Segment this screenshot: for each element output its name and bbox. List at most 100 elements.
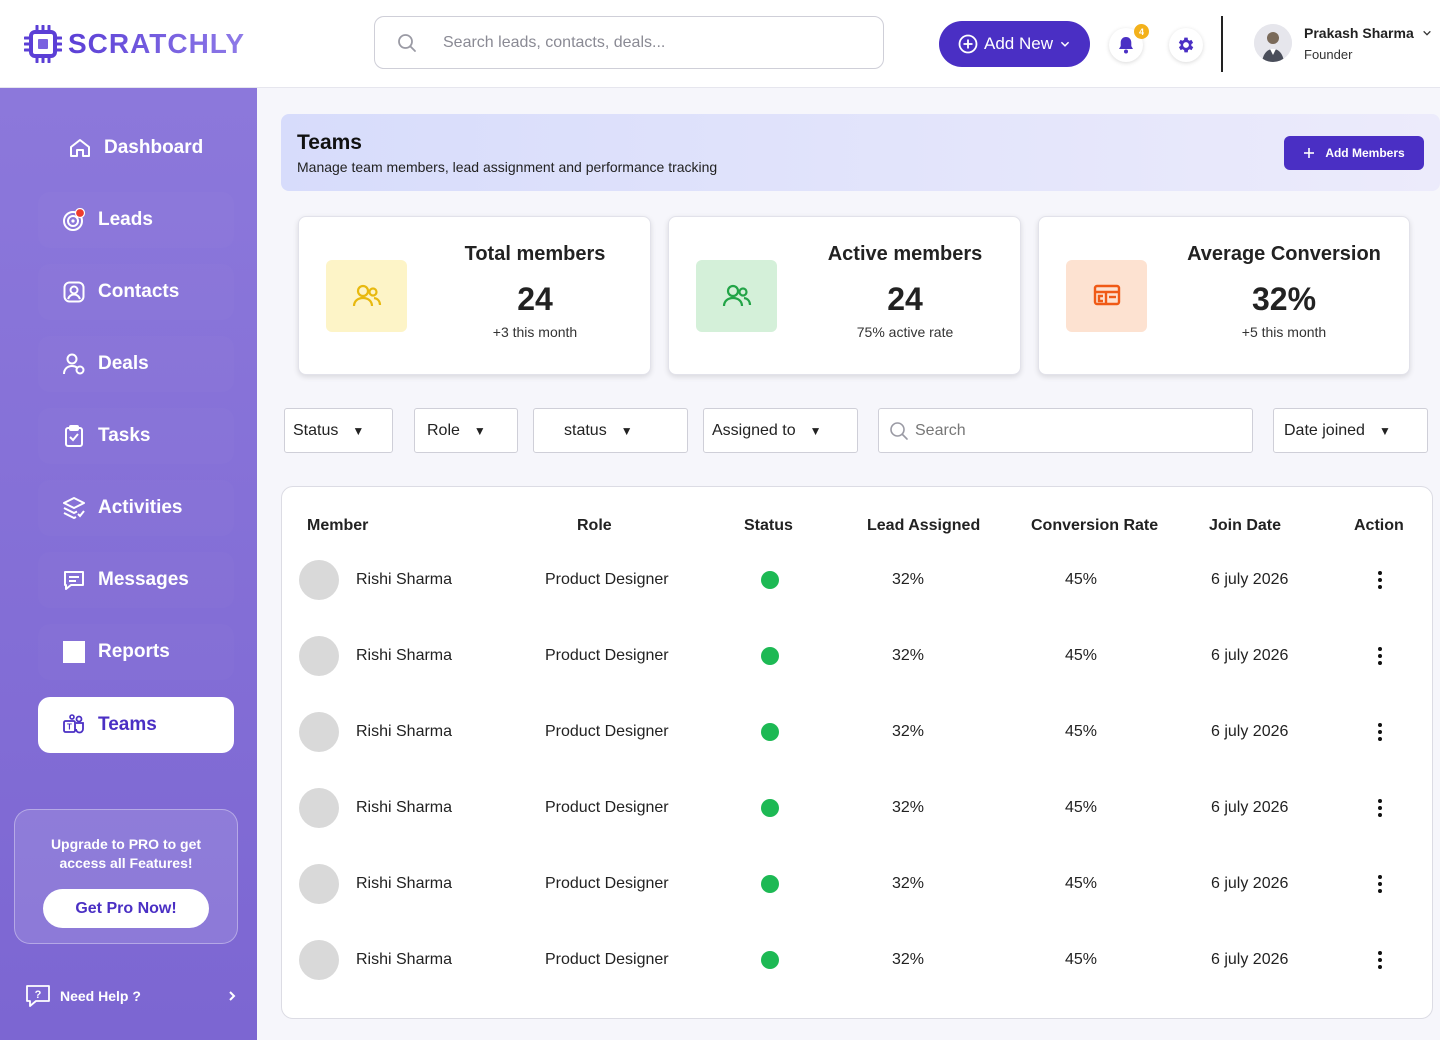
member-name: Rishi Sharma bbox=[356, 951, 453, 968]
add-new-button[interactable]: Add New bbox=[939, 21, 1090, 67]
logo[interactable]: SCRATCHLY bbox=[24, 25, 245, 63]
plus-circle-icon bbox=[958, 34, 978, 54]
table-row[interactable]: Rishi Sharma Product Designer 32% 45% 6 … bbox=[282, 788, 1434, 848]
role-filter-dropdown[interactable]: Role ▼ bbox=[414, 408, 518, 453]
status-secondary-filter-dropdown[interactable]: status ▼ bbox=[533, 408, 688, 453]
column-header-join-date[interactable]: Join Date bbox=[1209, 517, 1282, 534]
table-row[interactable]: Rishi Sharma Product Designer 32% 45% 6 … bbox=[282, 712, 1434, 772]
users-icon bbox=[352, 284, 381, 307]
settings-button[interactable] bbox=[1169, 28, 1203, 62]
date-joined-filter-dropdown[interactable]: Date joined ▼ bbox=[1273, 408, 1428, 453]
search-icon bbox=[890, 421, 908, 440]
sidebar-item-label: Messages bbox=[98, 569, 189, 590]
column-header-member[interactable]: Member bbox=[307, 517, 369, 534]
stat-icon-box bbox=[1066, 260, 1147, 332]
header-divider bbox=[1221, 16, 1223, 72]
stat-icon-box bbox=[696, 260, 777, 332]
lead-assigned: 32% bbox=[892, 875, 925, 892]
column-header-role[interactable]: Role bbox=[577, 517, 612, 534]
chevron-down-icon[interactable] bbox=[1422, 28, 1432, 38]
page-banner: Teams Manage team members, lead assignme… bbox=[281, 114, 1440, 191]
more-options-icon[interactable] bbox=[1372, 796, 1388, 820]
stat-card-total-members: Total members 24 +3 this month bbox=[298, 216, 651, 375]
stat-sub: 75% active rate bbox=[856, 324, 954, 340]
sidebar-item-dashboard[interactable]: Dashboard bbox=[38, 120, 234, 176]
stat-card-active-members: Active members 24 75% active rate bbox=[668, 216, 1021, 375]
layers-icon bbox=[63, 497, 85, 520]
more-options-icon[interactable] bbox=[1372, 872, 1388, 896]
column-header-lead-assigned[interactable]: Lead Assigned bbox=[867, 517, 981, 534]
bell-icon bbox=[1119, 37, 1133, 54]
table-row[interactable]: Rishi Sharma Product Designer 32% 45% 6 … bbox=[282, 636, 1434, 696]
table-row[interactable]: Rishi Sharma Product Designer 32% 45% 6 … bbox=[282, 560, 1434, 620]
conversion-icon bbox=[1093, 284, 1120, 306]
assigned-to-filter-dropdown[interactable]: Assigned to ▼ bbox=[703, 408, 858, 453]
avatar bbox=[1254, 24, 1292, 62]
conversion-rate: 45% bbox=[1065, 875, 1098, 892]
sidebar-item-label: Reports bbox=[98, 641, 170, 662]
filter-label: Role bbox=[427, 421, 460, 439]
more-options-icon[interactable] bbox=[1372, 568, 1388, 592]
stat-card-average-conversion: Average Conversion 32% +5 this month bbox=[1038, 216, 1410, 375]
user-profile[interactable]: Prakash Sharma Founder bbox=[1254, 24, 1432, 62]
member-name: Rishi Sharma bbox=[356, 875, 453, 892]
sidebar-item-teams[interactable]: T Teams bbox=[38, 697, 234, 753]
global-search[interactable] bbox=[374, 16, 884, 69]
caret-down-icon: ▼ bbox=[809, 423, 822, 438]
member-role: Product Designer bbox=[545, 951, 669, 968]
avatar bbox=[299, 560, 339, 600]
member-name: Rishi Sharma bbox=[356, 571, 453, 588]
sidebar-item-leads[interactable]: Leads bbox=[38, 192, 234, 248]
conversion-rate: 45% bbox=[1065, 571, 1098, 588]
table-row[interactable]: Rishi Sharma Product Designer 32% 45% 6 … bbox=[282, 864, 1434, 924]
conversion-rate: 45% bbox=[1065, 723, 1098, 740]
column-header-status[interactable]: Status bbox=[744, 517, 793, 534]
sidebar-item-deals[interactable]: Deals bbox=[38, 336, 234, 392]
sidebar-item-messages[interactable]: Messages bbox=[38, 552, 234, 608]
sidebar: Dashboard Leads Contacts Deals Tasks Act… bbox=[0, 88, 257, 1040]
sidebar-item-tasks[interactable]: Tasks bbox=[38, 408, 234, 464]
sidebar-item-contacts[interactable]: Contacts bbox=[38, 264, 234, 320]
filter-label: Date joined bbox=[1284, 421, 1365, 439]
conversion-rate: 45% bbox=[1065, 799, 1098, 816]
logo-text: SCRATCHLY bbox=[68, 28, 246, 59]
more-options-icon[interactable] bbox=[1372, 644, 1388, 668]
status-active-indicator bbox=[761, 647, 779, 665]
member-name: Rishi Sharma bbox=[356, 723, 453, 740]
stat-value: 32% bbox=[1251, 281, 1317, 317]
lead-assigned: 32% bbox=[892, 951, 925, 968]
page-subtitle: Manage team members, lead assignment and… bbox=[297, 159, 718, 175]
users-icon bbox=[722, 284, 751, 307]
upgrade-card: Upgrade to PRO to get access all Feature… bbox=[14, 809, 238, 944]
sidebar-item-reports[interactable]: Reports bbox=[38, 624, 234, 680]
lead-assigned: 32% bbox=[892, 571, 925, 588]
add-members-label: Add Members bbox=[1325, 146, 1405, 160]
report-icon bbox=[63, 641, 85, 663]
get-pro-button[interactable]: Get Pro Now! bbox=[43, 889, 209, 928]
member-role: Product Designer bbox=[545, 799, 669, 816]
more-options-icon[interactable] bbox=[1372, 720, 1388, 744]
chip-logo-icon bbox=[24, 25, 62, 63]
gear-icon bbox=[1178, 37, 1194, 53]
status-filter-dropdown[interactable]: Status ▼ bbox=[284, 408, 393, 453]
table-search-input[interactable] bbox=[915, 421, 1235, 440]
need-help[interactable]: ? Need Help ? bbox=[24, 984, 238, 1008]
avatar bbox=[299, 864, 339, 904]
clipboard-icon bbox=[65, 425, 83, 447]
page-title: Teams bbox=[297, 131, 362, 154]
column-header-conversion-rate[interactable]: Conversion Rate bbox=[1031, 517, 1159, 534]
status-active-indicator bbox=[761, 571, 779, 589]
member-role: Product Designer bbox=[545, 647, 669, 664]
member-name: Rishi Sharma bbox=[356, 647, 453, 664]
lead-assigned: 32% bbox=[892, 799, 925, 816]
more-options-icon[interactable] bbox=[1372, 948, 1388, 972]
target-icon bbox=[63, 208, 86, 231]
table-search[interactable] bbox=[878, 408, 1253, 453]
join-date: 6 july 2026 bbox=[1211, 647, 1289, 664]
table-row[interactable]: Rishi Sharma Product Designer 32% 45% 6 … bbox=[282, 940, 1434, 1000]
sidebar-item-label: Contacts bbox=[98, 281, 180, 302]
notifications-button[interactable]: 4 bbox=[1109, 24, 1149, 62]
global-search-input[interactable] bbox=[443, 33, 843, 52]
add-members-button[interactable]: Add Members bbox=[1284, 136, 1424, 170]
sidebar-item-activities[interactable]: Activities bbox=[38, 480, 234, 536]
